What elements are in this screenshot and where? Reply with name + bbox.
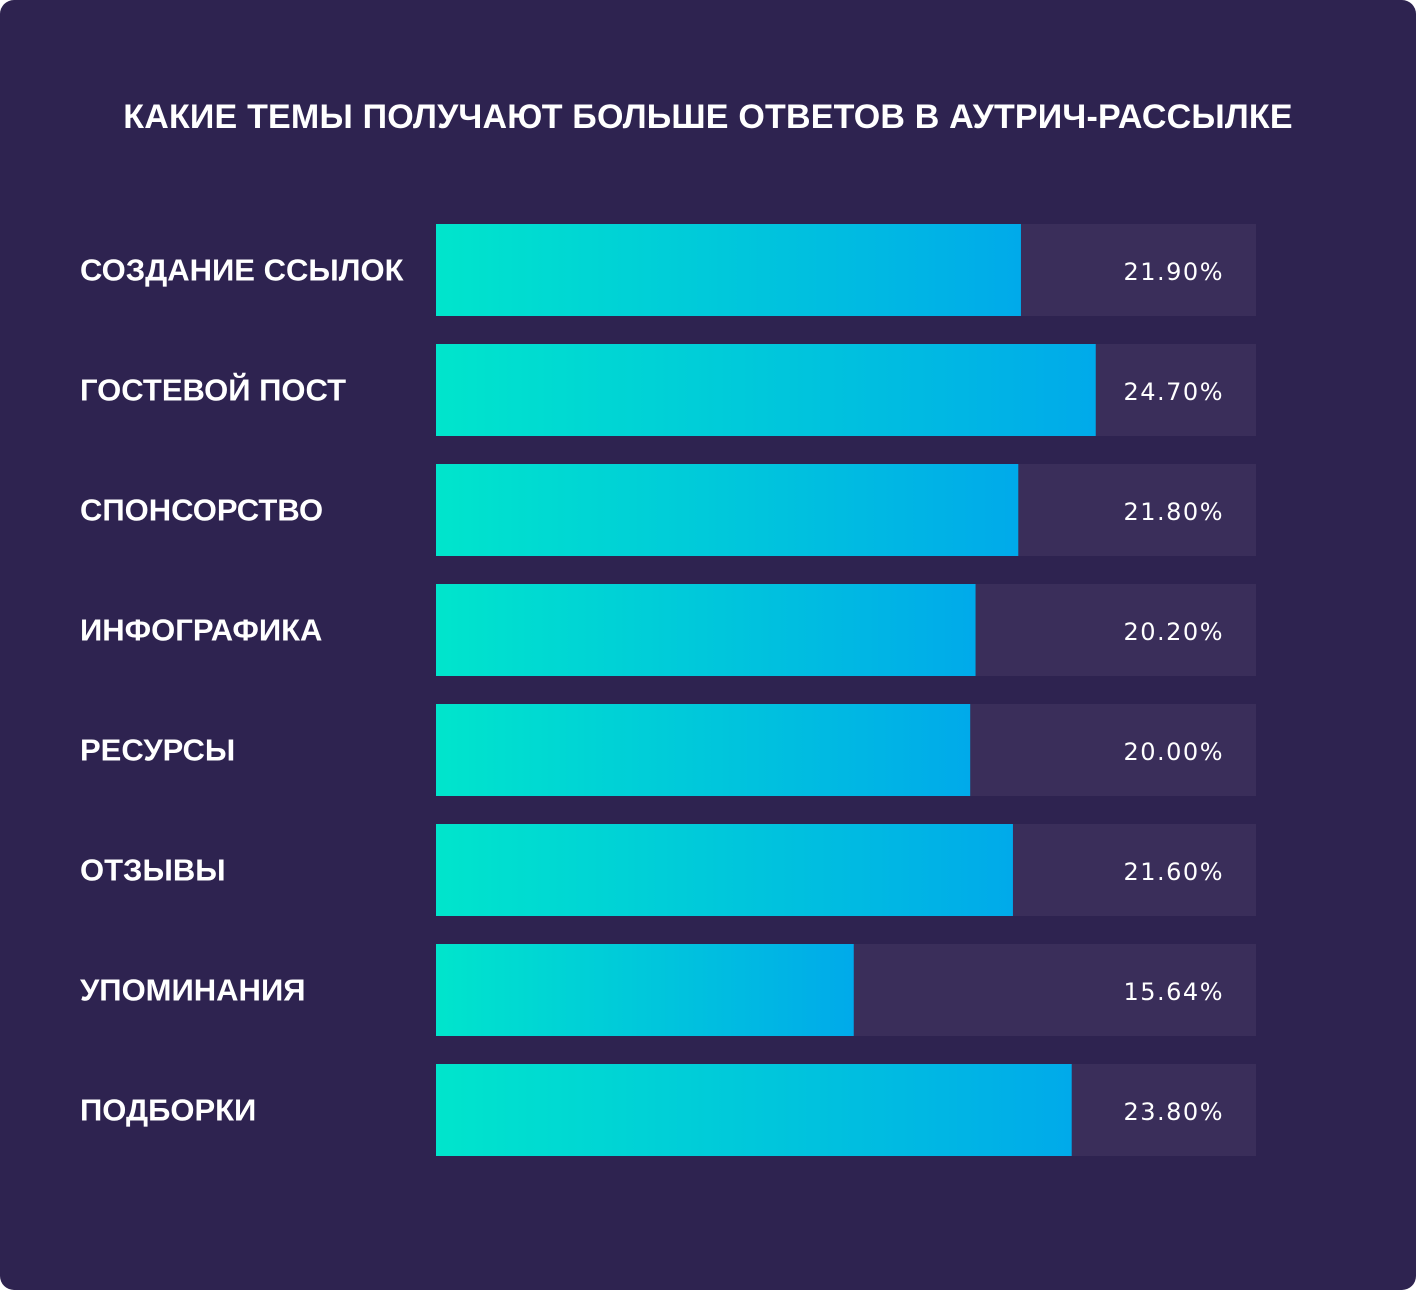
category-label: РЕСУРСЫ <box>80 733 235 768</box>
category-label: ПОДБОРКИ <box>80 1093 256 1128</box>
bar <box>436 824 1013 916</box>
value-label: 21.80% <box>1123 498 1224 526</box>
value-label: 20.00% <box>1123 738 1224 766</box>
chart-title: КАКИЕ ТЕМЫ ПОЛУЧАЮТ БОЛЬШЕ ОТВЕТОВ В АУТ… <box>123 98 1293 136</box>
bar <box>436 224 1021 316</box>
bar <box>436 704 971 796</box>
bars-group: СОЗДАНИЕ ССЫЛОК 21.90% ГОСТЕВОЙ ПОСТ 24.70%… <box>80 224 1256 1156</box>
bar <box>436 344 1096 436</box>
category-label: ИНФОГРАФИКА <box>80 613 322 648</box>
value-label: 15.64% <box>1123 978 1224 1006</box>
category-label: СПОНСОРСТВО <box>80 493 323 528</box>
value-label: 24.70% <box>1123 378 1224 406</box>
category-label: ГОСТЕВОЙ ПОСТ <box>80 372 346 408</box>
bar <box>436 1064 1072 1156</box>
bar <box>436 944 854 1036</box>
value-label: 21.60% <box>1123 858 1224 886</box>
bar <box>436 464 1019 556</box>
value-label: 20.20% <box>1123 618 1224 646</box>
category-label: УПОМИНАНИЯ <box>80 973 306 1008</box>
bar <box>436 584 976 676</box>
category-label: ОТЗЫВЫ <box>80 853 226 888</box>
value-label: 23.80% <box>1123 1098 1224 1126</box>
value-label: 21.90% <box>1123 258 1224 286</box>
category-label: СОЗДАНИЕ ССЫЛОК <box>80 253 404 288</box>
